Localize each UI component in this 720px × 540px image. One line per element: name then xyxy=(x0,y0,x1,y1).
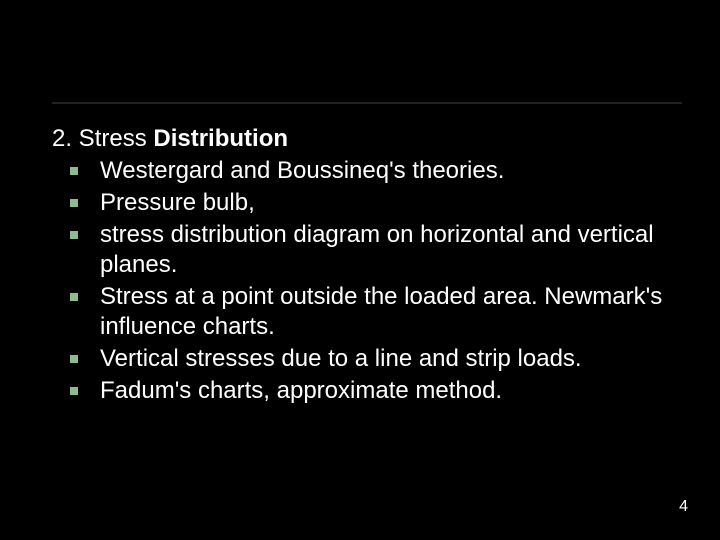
list-item: Vertical stresses due to a line and stri… xyxy=(52,344,670,374)
section-heading: 2. Stress Distribution xyxy=(52,124,670,154)
list-item-text: Fadum's charts, approximate method. xyxy=(100,376,670,406)
list-item: Fadum's charts, approximate method. xyxy=(52,376,670,406)
bullet-icon xyxy=(52,376,100,395)
list-item-text: stress distribution diagram on horizonta… xyxy=(100,220,670,280)
list-item-text: Westergard and Boussineq's theories. xyxy=(100,156,670,186)
bullet-list: Westergard and Boussineq's theories. Pre… xyxy=(52,156,670,406)
list-item: Pressure bulb, xyxy=(52,188,670,218)
heading-prefix: 2. Stress xyxy=(52,125,153,152)
bullet-icon xyxy=(52,220,100,239)
bullet-icon xyxy=(52,344,100,363)
slide-content: 2. Stress Distribution Westergard and Bo… xyxy=(52,124,670,408)
bullet-icon xyxy=(52,156,100,175)
list-item-text: Pressure bulb, xyxy=(100,188,670,218)
list-item: stress distribution diagram on horizonta… xyxy=(52,220,670,280)
horizontal-rule xyxy=(52,102,682,104)
list-item-text: Stress at a point outside the loaded are… xyxy=(100,282,670,342)
heading-bold: Distribution xyxy=(153,125,288,152)
list-item: Westergard and Boussineq's theories. xyxy=(52,156,670,186)
bullet-icon xyxy=(52,282,100,301)
list-item-text: Vertical stresses due to a line and stri… xyxy=(100,344,670,374)
list-item: Stress at a point outside the loaded are… xyxy=(52,282,670,342)
page-number: 4 xyxy=(679,498,688,516)
bullet-icon xyxy=(52,188,100,207)
